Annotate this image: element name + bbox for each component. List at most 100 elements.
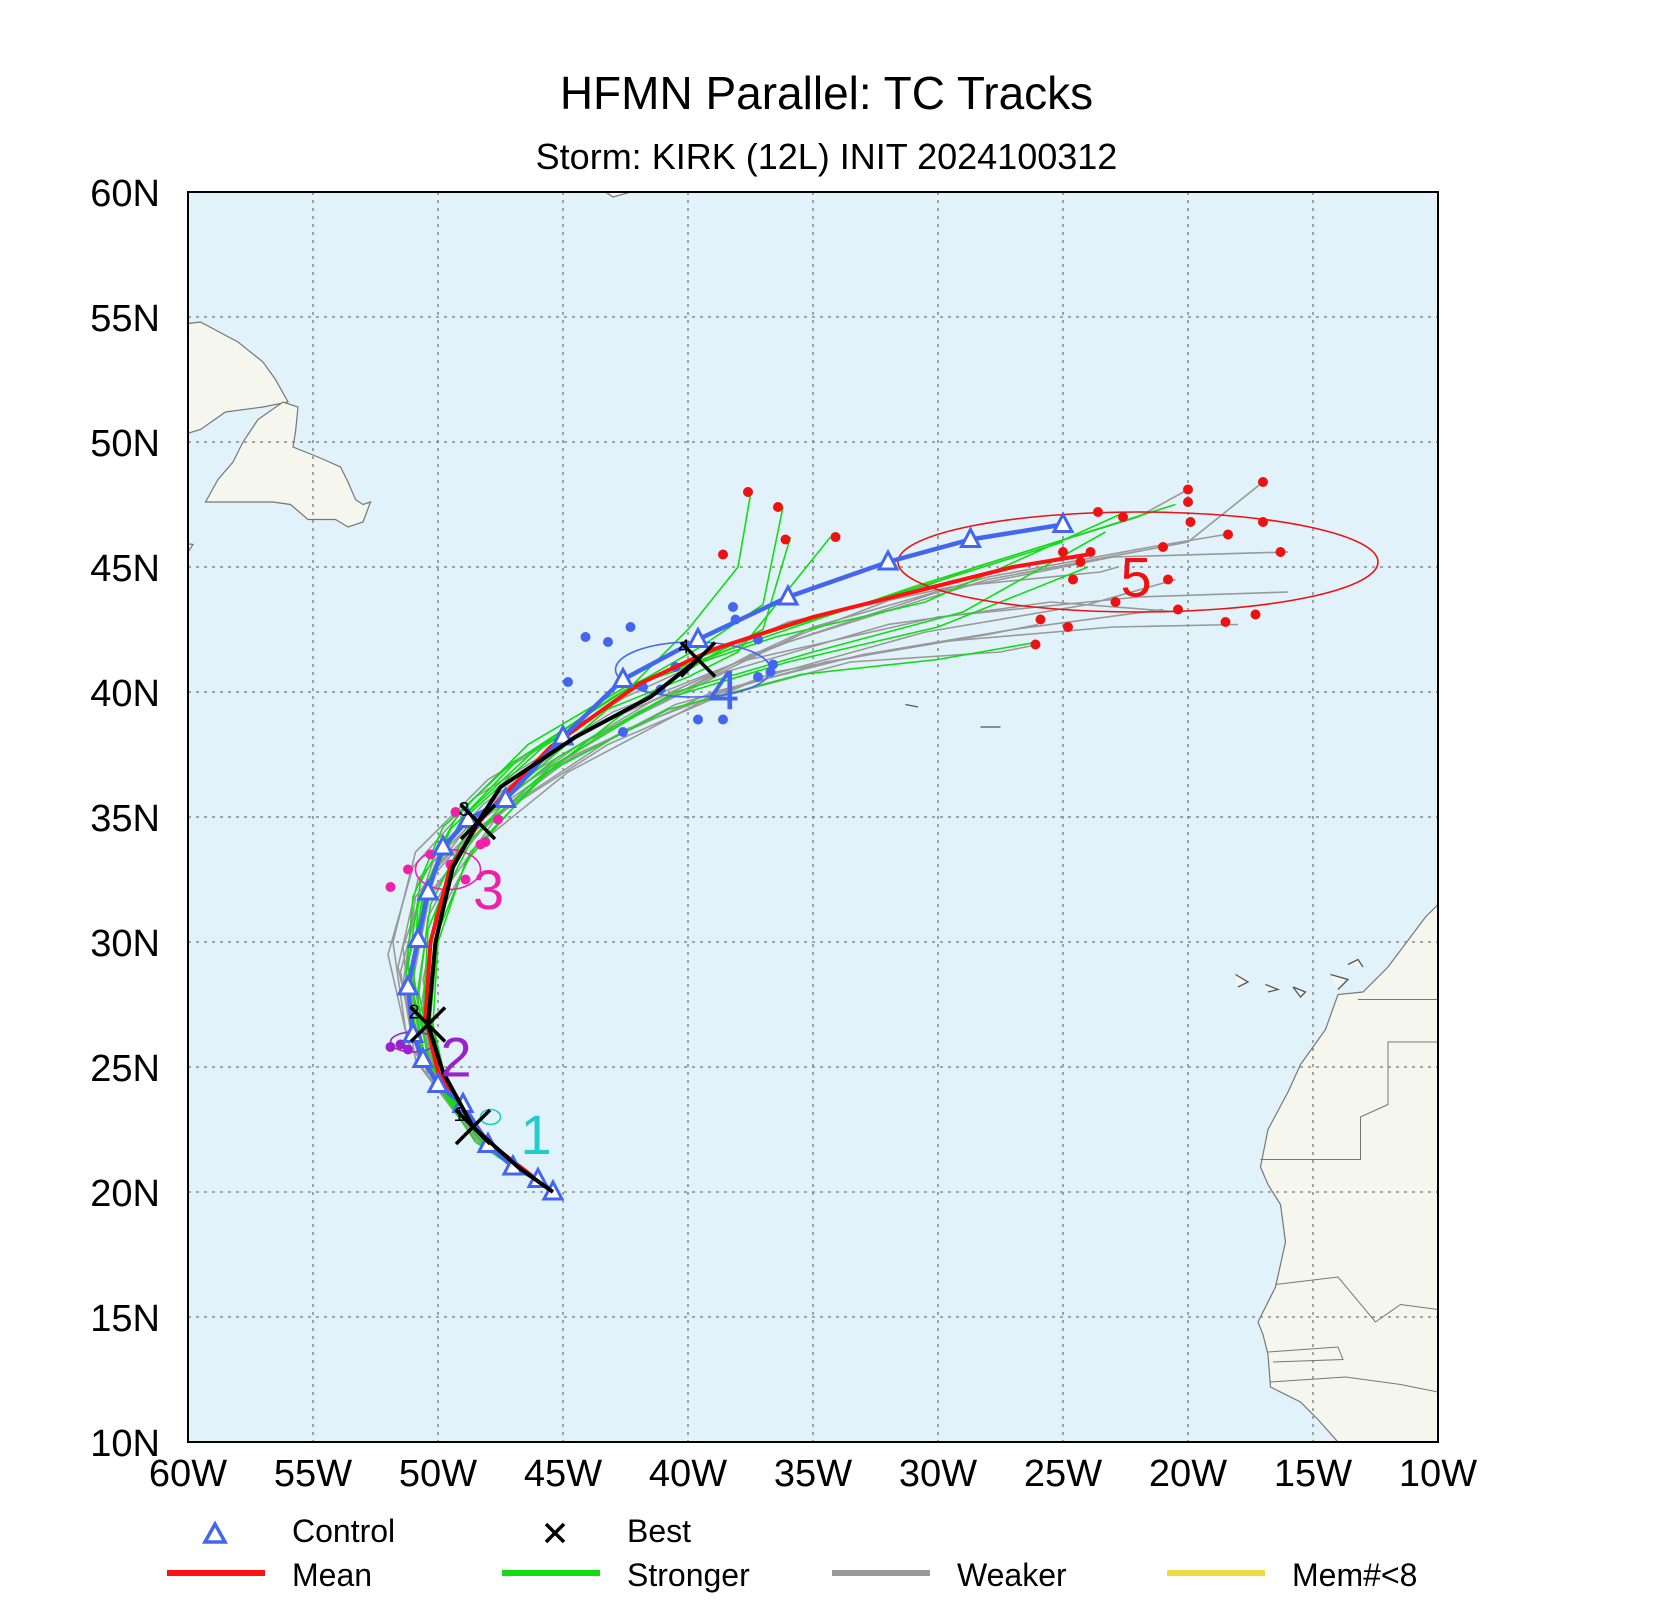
lon-tick-label: 60W bbox=[149, 1453, 227, 1495]
legend-label: Mem#<8 bbox=[1292, 1557, 1417, 1593]
day4-endpoint bbox=[728, 602, 738, 612]
greenland-land bbox=[604, 192, 634, 198]
day3-endpoint bbox=[425, 849, 436, 860]
day4-endpoint bbox=[625, 622, 636, 632]
day5-endpoint bbox=[1068, 574, 1078, 585]
lat-tick-label: 40N bbox=[90, 673, 160, 715]
day3-label: 3 bbox=[473, 858, 504, 921]
lat-tick-label: 60N bbox=[90, 173, 160, 215]
lat-tick-label: 45N bbox=[90, 548, 160, 590]
canary-island-3 bbox=[1292, 986, 1307, 998]
legend: Control Best Mean Stronger Weaker Mem#<8 bbox=[167, 1513, 1417, 1593]
member-endpoints bbox=[385, 477, 1286, 1055]
day4-endpoint bbox=[580, 632, 591, 642]
africa-land bbox=[1257, 903, 1438, 1442]
legend-label: Best bbox=[627, 1513, 691, 1549]
border-mauritania bbox=[1275, 1276, 1438, 1323]
lat-tick-label: 50N bbox=[90, 423, 160, 465]
day5-endpoint bbox=[1030, 639, 1041, 650]
legend-label: Stronger bbox=[627, 1557, 750, 1593]
control-triangle-marker bbox=[396, 973, 420, 996]
lon-tick-label: 35W bbox=[774, 1453, 852, 1495]
day5-endpoint bbox=[773, 502, 783, 512]
best-track-cross bbox=[409, 1006, 447, 1043]
border-western-sahara bbox=[1260, 1041, 1438, 1160]
day4-endpoint bbox=[693, 714, 703, 725]
lon-tick-label: 30W bbox=[899, 1453, 977, 1495]
legend-label: Weaker bbox=[957, 1557, 1067, 1593]
day5-endpoint bbox=[1110, 597, 1121, 607]
day5-endpoint bbox=[1250, 609, 1261, 620]
europe-land bbox=[1437, 336, 1438, 403]
legend-label: Control bbox=[292, 1513, 395, 1549]
lat-tick-label: 35N bbox=[90, 798, 160, 840]
lon-tick-label: 25W bbox=[1024, 1453, 1102, 1495]
best-track-day-number: 4 bbox=[678, 637, 689, 659]
day5-ellipse bbox=[897, 511, 1379, 613]
day4-endpoint bbox=[618, 727, 628, 737]
border-gambia bbox=[1267, 1346, 1344, 1363]
azores-1 bbox=[905, 703, 919, 708]
best-track-day-number: 3 bbox=[458, 799, 469, 821]
lat-tick-label: 30N bbox=[90, 923, 160, 965]
control-triangle-marker bbox=[426, 1071, 450, 1093]
map-frame bbox=[187, 191, 1439, 1443]
day5-endpoint bbox=[1118, 512, 1128, 522]
north-america-land bbox=[188, 321, 289, 434]
day3-endpoint bbox=[385, 882, 396, 892]
lon-tick-label: 20W bbox=[1149, 1453, 1227, 1495]
lat-tick-label: 20N bbox=[90, 1173, 160, 1215]
day5-endpoint bbox=[1063, 622, 1073, 632]
canary-island-5 bbox=[1347, 958, 1364, 968]
day5-endpoint bbox=[1220, 617, 1231, 627]
lon-tick-label: 10W bbox=[1399, 1453, 1477, 1495]
control-triangle-marker bbox=[876, 548, 900, 571]
canary-island-2 bbox=[1265, 983, 1281, 993]
day5-endpoint bbox=[1158, 542, 1168, 552]
grid-lines bbox=[188, 192, 1438, 1442]
lon-tick-label: 50W bbox=[399, 1453, 477, 1495]
best-track-cross bbox=[459, 803, 497, 841]
day1-ellipse bbox=[479, 1108, 502, 1126]
control-triangle-marker bbox=[494, 786, 517, 808]
control-triangle-marker bbox=[776, 583, 800, 606]
legend-best-symbol bbox=[544, 1522, 566, 1544]
lat-tick-label: 10N bbox=[90, 1423, 160, 1465]
day4-endpoint bbox=[603, 637, 613, 647]
day5-endpoint bbox=[1183, 484, 1193, 495]
day2-endpoint bbox=[403, 1044, 413, 1055]
best-track-day-number: 1 bbox=[453, 1104, 464, 1126]
lat-tick-label: 55N bbox=[90, 298, 160, 340]
day5-endpoint bbox=[718, 549, 728, 560]
latitude-tick-labels: 60N 55N 50N 45N 40N 35N 30N 25N 20N 15N 10N bbox=[90, 173, 160, 1465]
chart-title: HFMN Parallel: TC Tracks bbox=[559, 67, 1094, 119]
lat-tick-label: 25N bbox=[90, 1048, 160, 1090]
day3-endpoint bbox=[460, 874, 471, 885]
day4-endpoint bbox=[718, 714, 728, 725]
day2-endpoint bbox=[385, 1042, 396, 1052]
lon-tick-label: 55W bbox=[274, 1453, 352, 1495]
best-track-cross bbox=[679, 641, 717, 678]
border-morocco-algeria bbox=[1358, 999, 1438, 1045]
control-triangle-marker bbox=[686, 626, 710, 648]
day5-endpoint bbox=[1275, 547, 1286, 557]
day3-endpoint bbox=[403, 864, 413, 875]
control-triangle-marker bbox=[416, 878, 440, 901]
best-track-cross bbox=[454, 1108, 492, 1146]
lat-tick-label: 15N bbox=[90, 1298, 160, 1340]
day1-label: 1 bbox=[521, 1103, 552, 1166]
nova-scotia-land bbox=[188, 543, 195, 554]
chart-subtitle: Storm: KIRK (12L) INIT 2024100312 bbox=[535, 136, 1118, 177]
day5-endpoint bbox=[1223, 529, 1233, 540]
day5-endpoint bbox=[1035, 614, 1046, 625]
day4-endpoint bbox=[563, 677, 573, 687]
day3-endpoint bbox=[493, 814, 503, 825]
best-track-day-number: 2 bbox=[408, 1002, 419, 1024]
day5-label: 5 bbox=[1121, 546, 1152, 609]
lon-tick-label: 15W bbox=[1274, 1453, 1352, 1495]
newfoundland-land bbox=[204, 401, 372, 528]
control-triangle-marker bbox=[411, 1046, 435, 1068]
day5-endpoint bbox=[1163, 574, 1173, 585]
